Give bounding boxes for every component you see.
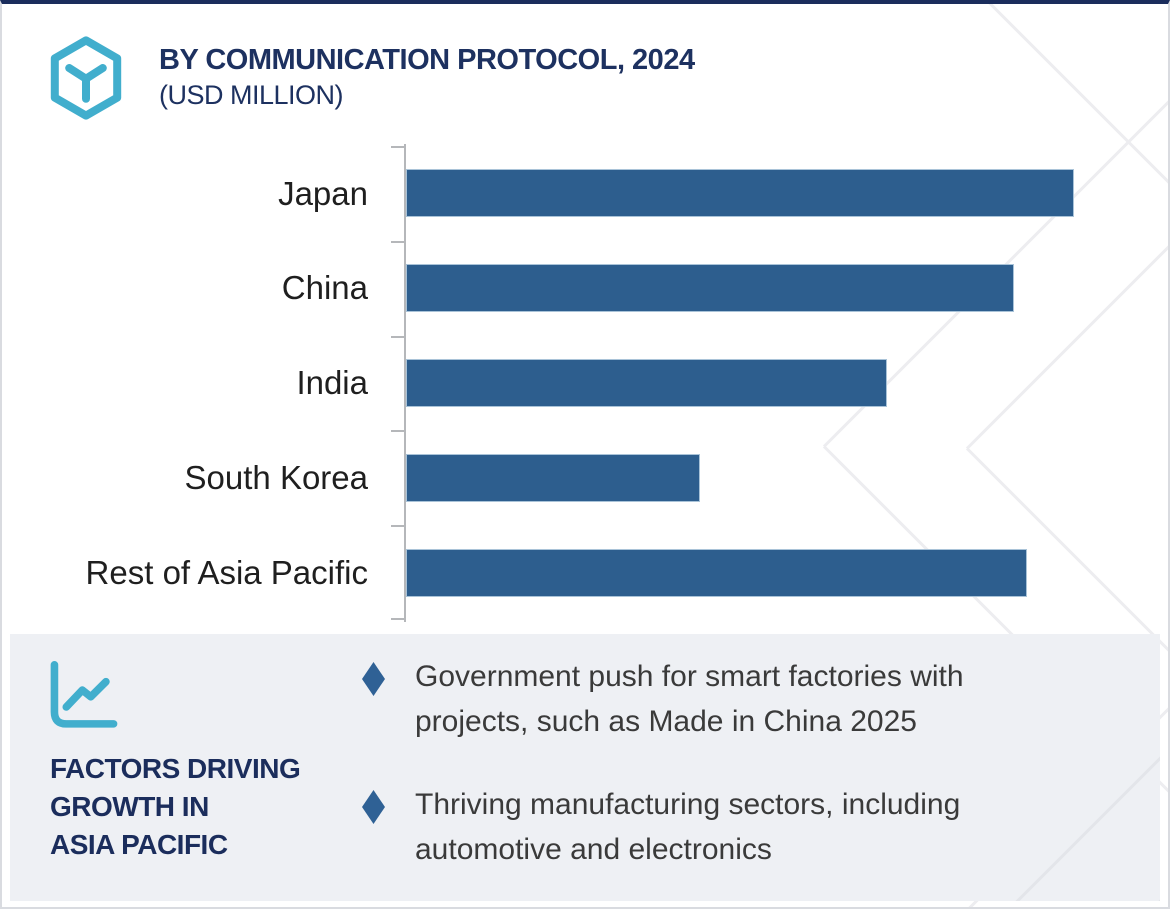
factors-heading-line-2: GROWTH IN bbox=[50, 791, 209, 822]
axis-tick bbox=[391, 146, 404, 148]
category-label-india: India bbox=[296, 364, 368, 402]
chart-title: BY COMMUNICATION PROTOCOL, 2024 bbox=[159, 44, 695, 76]
line-chart-icon bbox=[50, 660, 118, 728]
category-label-rest-of-asia-pacific: Rest of Asia Pacific bbox=[85, 553, 368, 591]
category-label-south-korea: South Korea bbox=[184, 458, 368, 496]
bars-layer bbox=[406, 146, 1154, 620]
factor-bullet-1: Government push for smart factories with… bbox=[362, 654, 1122, 744]
factors-heading-line-1: FACTORS DRIVING bbox=[50, 753, 301, 784]
axis-tick bbox=[391, 240, 404, 243]
bar-china bbox=[406, 264, 1014, 313]
bar-south-korea bbox=[406, 453, 700, 502]
bar-chart: Japan China India South Korea Rest of Asia P… bbox=[2, 144, 1168, 622]
factor-bullet-2-text: Thriving manufacturing sectors, includin… bbox=[415, 788, 961, 866]
axis-tick bbox=[391, 525, 404, 528]
axis-tick bbox=[391, 430, 404, 433]
factors-heading-line-3: ASIA PACIFIC bbox=[50, 829, 228, 860]
diamond-bullet-icon bbox=[362, 662, 385, 696]
hexagon-cube-icon bbox=[50, 36, 122, 120]
axis-tick bbox=[391, 618, 404, 620]
factor-bullet-1-text: Government push for smart factories with… bbox=[415, 660, 964, 738]
axis-tick bbox=[391, 335, 404, 338]
category-label-japan: Japan bbox=[278, 174, 368, 212]
chart-subtitle: (USD MILLION) bbox=[159, 80, 344, 110]
factor-bullet-2: Thriving manufacturing sectors, includin… bbox=[362, 782, 1122, 872]
factors-heading: FACTORS DRIVING GROWTH IN ASIA PACIFIC bbox=[50, 750, 301, 864]
bar-rest-of-asia-pacific bbox=[406, 548, 1028, 597]
y-axis-line bbox=[404, 144, 406, 622]
bar-india bbox=[406, 359, 887, 407]
category-label-china: China bbox=[281, 269, 368, 307]
bar-japan bbox=[406, 169, 1074, 218]
diamond-bullet-icon bbox=[362, 790, 385, 824]
factors-panel: FACTORS DRIVING GROWTH IN ASIA PACIFIC G… bbox=[10, 634, 1160, 901]
